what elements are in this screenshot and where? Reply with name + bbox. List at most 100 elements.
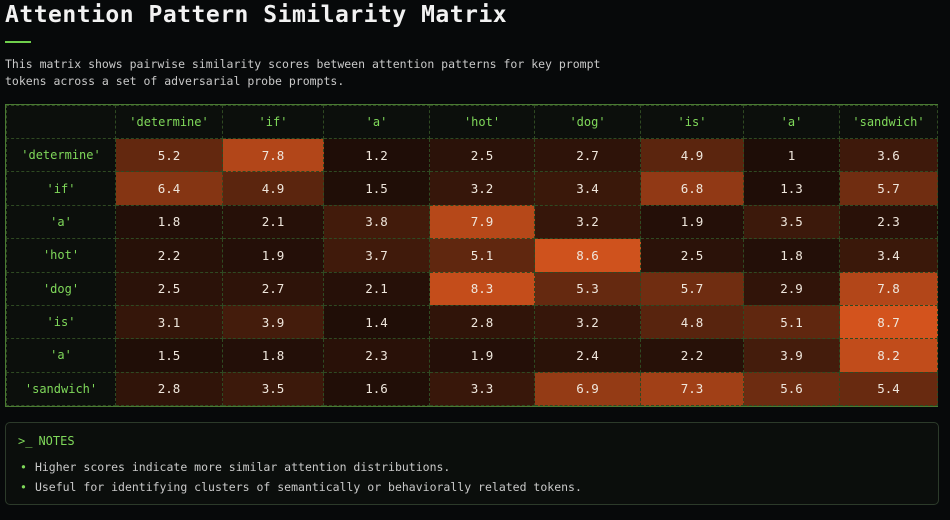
heatmap-cell: 2.5 xyxy=(429,137,535,173)
bullet-icon: • xyxy=(20,460,27,474)
matrix-row: 'sandwich' 2.8 3.5 1.6 3.3 6.9 7.3 5.6 5.4 xyxy=(6,371,938,407)
heatmap-cell: 2.5 xyxy=(115,271,223,306)
column-label: 'hot' xyxy=(429,105,535,139)
matrix-row: 'dog' 2.5 2.7 2.1 8.3 5.3 5.7 2.9 7.8 xyxy=(6,271,938,306)
heatmap-table: 'determine''if''a''hot''dog''is''a''sand… xyxy=(6,105,938,407)
heatmap-cell: 7.8 xyxy=(839,271,938,306)
row-label: 'is' xyxy=(6,304,116,340)
heatmap-cell: 1.4 xyxy=(323,304,430,340)
heatmap-cell: 8.3 xyxy=(429,271,535,306)
heatmap-cell: 3.2 xyxy=(534,304,641,340)
heatmap-cell: 5.7 xyxy=(839,171,938,206)
heatmap-cell: 5.7 xyxy=(640,271,744,306)
heatmap-cell: 3.9 xyxy=(743,338,840,373)
heatmap-cell: 4.9 xyxy=(222,171,324,206)
note-text: Higher scores indicate more similar atte… xyxy=(34,460,451,474)
notes-heading: >_ NOTES xyxy=(18,434,75,448)
heatmap-cell: 5.6 xyxy=(743,371,840,407)
row-label: 'sandwich' xyxy=(6,371,116,407)
heatmap-cell: 4.8 xyxy=(640,304,744,340)
heatmap-cell: 7.9 xyxy=(429,204,535,240)
heatmap-cell: 5.2 xyxy=(115,137,223,173)
heatmap-cell: 1.8 xyxy=(115,204,223,240)
heatmap-cell: 5.1 xyxy=(743,304,840,340)
heatmap-cell: 2.4 xyxy=(534,338,641,373)
heatmap-cell: 8.7 xyxy=(839,304,938,340)
heatmap-cell: 1.5 xyxy=(115,338,223,373)
heatmap-cell: 2.2 xyxy=(115,238,223,273)
heatmap-cell: 3.6 xyxy=(839,137,938,173)
heatmap-cell: 3.5 xyxy=(743,204,840,240)
heatmap-cell: 3.4 xyxy=(534,171,641,206)
column-label: 'a' xyxy=(743,105,840,139)
heatmap-cell: 6.8 xyxy=(640,171,744,206)
page-title: Attention Pattern Similarity Matrix xyxy=(5,2,508,28)
heatmap-cell: 3.2 xyxy=(429,171,535,206)
heatmap-cell: 6.4 xyxy=(115,171,223,206)
heatmap-cell: 1.6 xyxy=(323,371,430,407)
heatmap-cell: 8.6 xyxy=(534,238,641,273)
note-item: • Useful for identifying clusters of sema… xyxy=(20,477,582,497)
heatmap-cell: 3.1 xyxy=(115,304,223,340)
matrix-row: 'hot' 2.2 1.9 3.7 5.1 8.6 2.5 1.8 3.4 xyxy=(6,238,938,273)
row-label: 'if' xyxy=(6,171,116,206)
heatmap-cell: 1.3 xyxy=(743,171,840,206)
heatmap-cell: 2.2 xyxy=(640,338,744,373)
column-label: 'is' xyxy=(640,105,744,139)
heatmap-cell: 2.7 xyxy=(534,137,641,173)
corner-cell xyxy=(6,105,116,139)
heatmap-cell: 3.8 xyxy=(323,204,430,240)
heatmap-cell: 2.7 xyxy=(222,271,324,306)
heatmap-cell: 1.9 xyxy=(222,238,324,273)
matrix-row: 'is' 3.1 3.9 1.4 2.8 3.2 4.8 5.1 8.7 xyxy=(6,304,938,340)
heatmap-cell: 3.4 xyxy=(839,238,938,273)
heatmap-cell: 1.9 xyxy=(640,204,744,240)
heatmap-cell: 2.1 xyxy=(323,271,430,306)
heatmap-cell: 8.2 xyxy=(839,338,938,373)
heatmap-cell: 3.7 xyxy=(323,238,430,273)
heatmap-cell: 7.8 xyxy=(222,137,324,173)
column-label: 'sandwich' xyxy=(839,105,938,139)
matrix-row: 'a' 1.5 1.8 2.3 1.9 2.4 2.2 3.9 8.2 xyxy=(6,338,938,373)
matrix-row: 'if' 6.4 4.9 1.5 3.2 3.4 6.8 1.3 5.7 xyxy=(6,171,938,206)
heatmap-cell: 1.9 xyxy=(429,338,535,373)
heatmap-cell: 2.8 xyxy=(429,304,535,340)
note-item: • Higher scores indicate more similar att… xyxy=(20,457,582,477)
column-label: 'if' xyxy=(222,105,324,139)
heatmap-cell: 3.2 xyxy=(534,204,641,240)
bullet-icon: • xyxy=(20,480,27,494)
matrix-row: 'a' 1.8 2.1 3.8 7.9 3.2 1.9 3.5 2.3 xyxy=(6,204,938,240)
heatmap-cell: 5.4 xyxy=(839,371,938,407)
row-label: 'a' xyxy=(6,338,116,373)
row-label: 'a' xyxy=(6,204,116,240)
column-label: 'dog' xyxy=(534,105,641,139)
notes-title: NOTES xyxy=(38,434,75,448)
heatmap-cell: 5.3 xyxy=(534,271,641,306)
matrix-row: 'determine' 5.2 7.8 1.2 2.5 2.7 4.9 1 3.6 xyxy=(6,137,938,173)
heatmap-cell: 3.9 xyxy=(222,304,324,340)
notes-list: • Higher scores indicate more similar att… xyxy=(20,457,582,497)
heatmap-cell: 5.1 xyxy=(429,238,535,273)
heatmap-cell: 4.9 xyxy=(640,137,744,173)
heatmap-cell: 2.8 xyxy=(115,371,223,407)
heatmap-cell: 2.3 xyxy=(839,204,938,240)
column-label: 'a' xyxy=(323,105,430,139)
notes-panel: >_ NOTES • Higher scores indicate more sim… xyxy=(5,422,939,505)
heatmap-cell: 1.2 xyxy=(323,137,430,173)
heatmap-cell: 6.9 xyxy=(534,371,641,407)
row-label: 'dog' xyxy=(6,271,116,306)
note-text: Useful for identifying clusters of seman… xyxy=(34,480,582,494)
description: This matrix shows pairwise similarity sc… xyxy=(5,57,601,88)
heatmap-cell: 1.5 xyxy=(323,171,430,206)
heatmap-cell: 7.3 xyxy=(640,371,744,407)
heatmap-cell: 3.3 xyxy=(429,371,535,407)
similarity-matrix: 'determine''if''a''hot''dog''is''a''sand… xyxy=(5,104,938,407)
heatmap-cell: 2.1 xyxy=(222,204,324,240)
row-label: 'hot' xyxy=(6,238,116,273)
terminal-prompt-icon: >_ xyxy=(18,434,33,448)
heatmap-cell: 2.5 xyxy=(640,238,744,273)
heatmap-cell: 2.3 xyxy=(323,338,430,373)
heatmap-cell: 2.9 xyxy=(743,271,840,306)
heatmap-cell: 1 xyxy=(743,137,840,173)
heatmap-cell: 1.8 xyxy=(743,238,840,273)
